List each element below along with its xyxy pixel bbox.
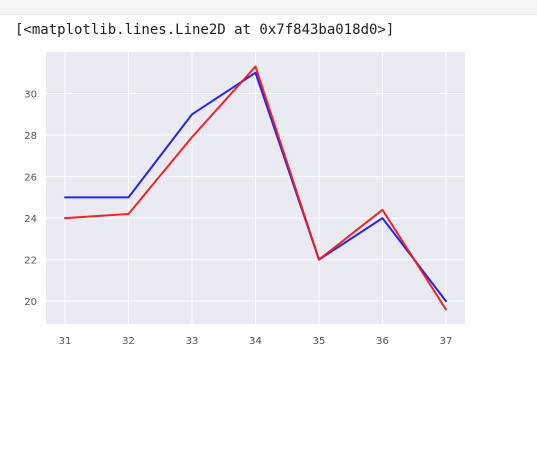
series-line-2 <box>64 65 447 311</box>
grid-lines <box>46 52 465 324</box>
output-repr-text: [<matplotlib.lines.Line2D at 0x7f843ba01… <box>15 22 395 38</box>
series-line-1 <box>64 71 447 303</box>
y-tick-label: 20 <box>24 297 37 308</box>
x-tick-label: 32 <box>122 336 135 347</box>
y-tick-label: 22 <box>24 256 37 267</box>
y-axis-ticks: 20 22 24 26 28 30 <box>24 90 37 309</box>
y-tick-label: 24 <box>24 214 37 225</box>
x-tick-label: 35 <box>313 336 326 347</box>
y-tick-label: 28 <box>24 131 37 142</box>
x-tick-label: 33 <box>186 336 199 347</box>
x-axis-ticks: 31 32 33 34 35 36 37 <box>59 336 453 347</box>
x-tick-label: 37 <box>440 336 453 347</box>
x-tick-label: 31 <box>59 336 72 347</box>
cell-top-border <box>0 0 537 15</box>
y-tick-label: 26 <box>24 173 37 184</box>
x-tick-label: 36 <box>376 336 389 347</box>
y-tick-label: 30 <box>24 90 37 101</box>
series-lines <box>64 65 447 311</box>
x-tick-label: 34 <box>249 336 262 347</box>
